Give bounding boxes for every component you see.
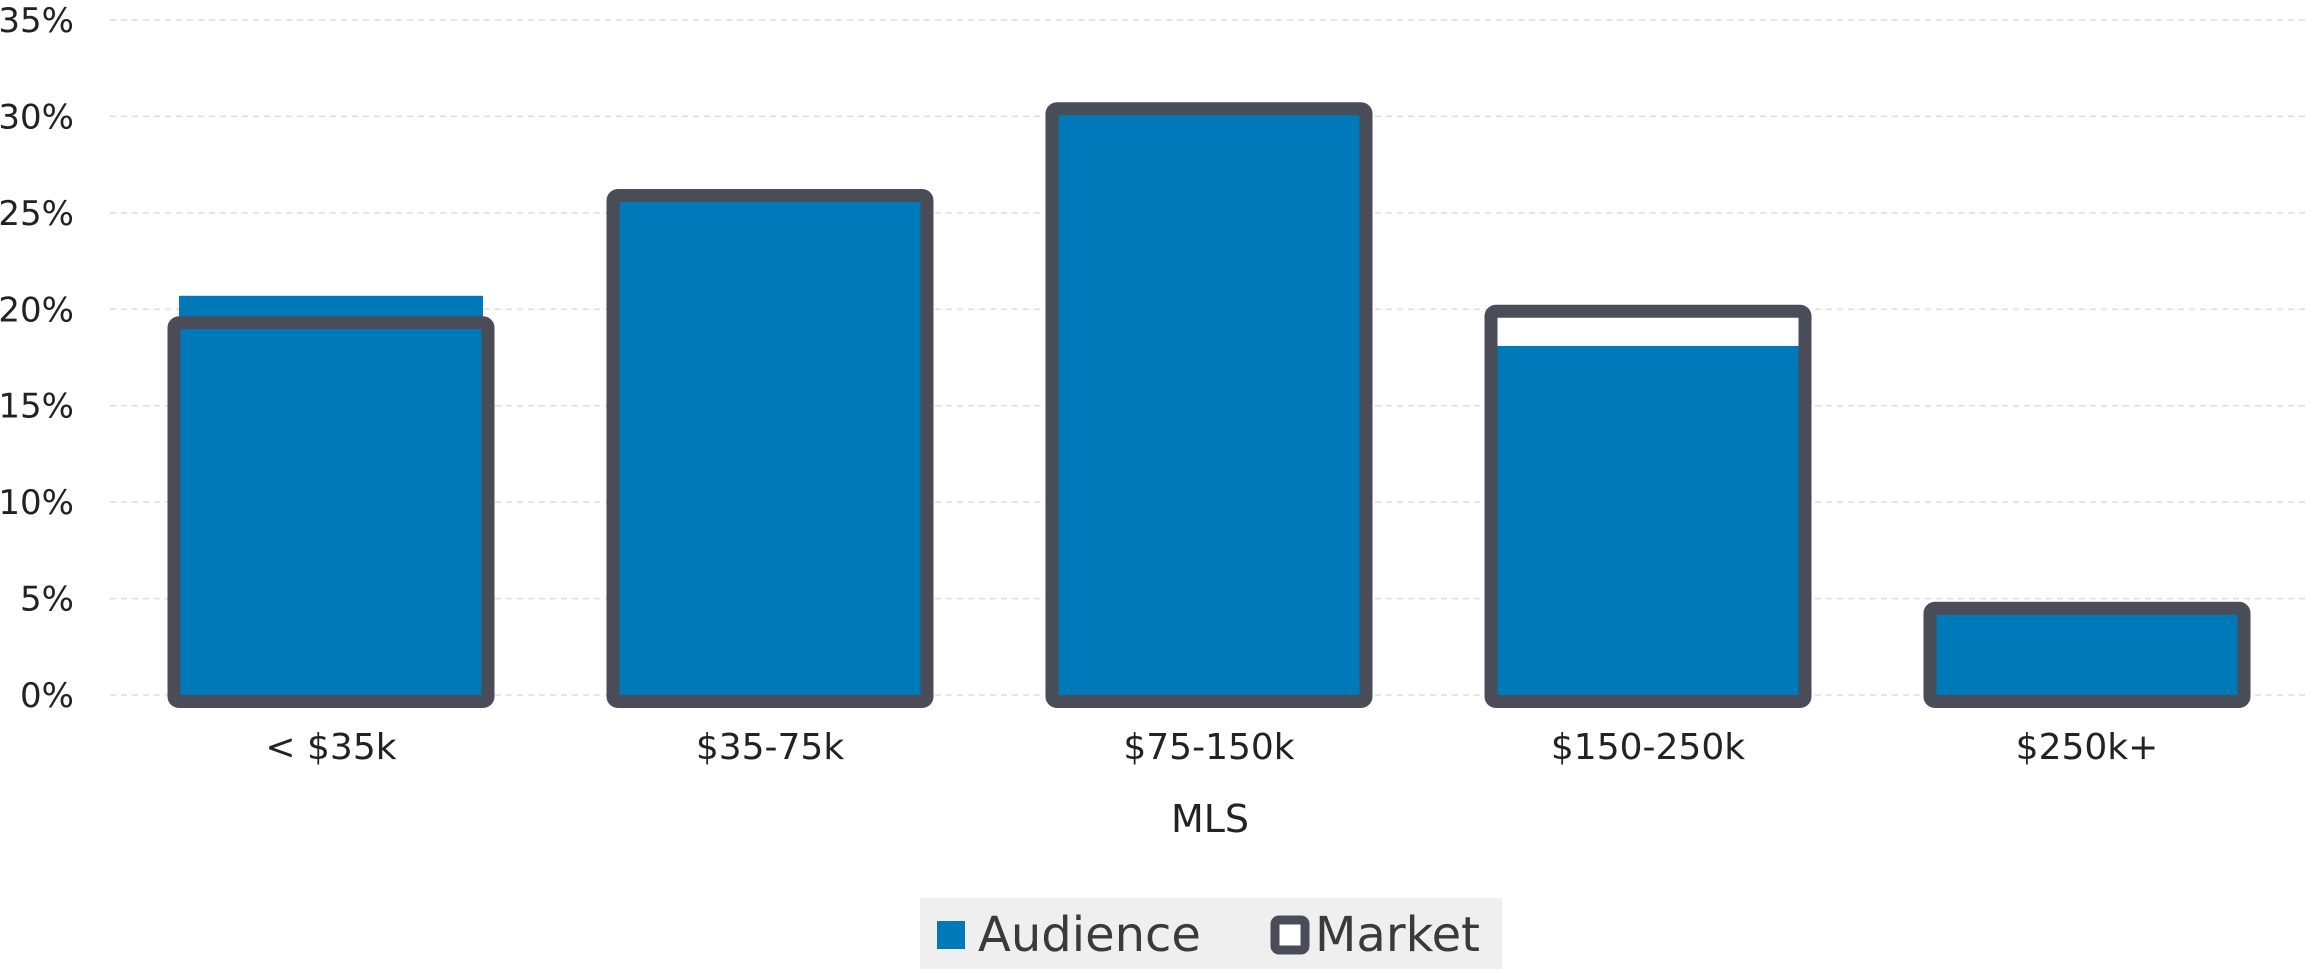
y-tick-label: 15%: [0, 387, 74, 427]
x-tick-label: $250k+: [2016, 727, 2159, 768]
y-tick-label: 35%: [0, 1, 74, 41]
bar-audience[interactable]: [1057, 112, 1361, 696]
y-tick-label: 20%: [0, 290, 74, 330]
bar-audience[interactable]: [1935, 612, 2239, 695]
y-tick-label: 30%: [0, 97, 74, 137]
y-tick-label: 25%: [0, 194, 74, 234]
x-tick-label: $35-75k: [696, 727, 845, 768]
bar-audience[interactable]: [179, 295, 483, 695]
x-tick-label: < $35k: [265, 727, 396, 768]
bar-market[interactable]: [1484, 304, 1812, 708]
y-tick-label: 5%: [20, 580, 74, 620]
x-axis-title: MLS: [1171, 797, 1249, 841]
x-tick-label: $75-150k: [1123, 727, 1294, 768]
legend-swatch-audience: [937, 921, 965, 949]
legend-label-audience[interactable]: Audience: [978, 907, 1201, 963]
y-axis-ticks: 0% 5% 10% 15% 20% 25% 30% 35%: [0, 1, 74, 716]
legend-swatch-market: [1270, 915, 1310, 955]
bar-market[interactable]: [167, 316, 495, 708]
bars: [167, 102, 2251, 709]
x-axis-labels: < $35k $35-75k $75-150k $150-250k $250k+: [265, 727, 2158, 768]
bar-market[interactable]: [606, 189, 934, 708]
bar-audience[interactable]: [618, 199, 922, 695]
bar-market[interactable]: [1045, 102, 1373, 708]
bar-market[interactable]: [1923, 601, 2251, 709]
x-tick-label: $150-250k: [1551, 727, 1745, 768]
bar-audience[interactable]: [1496, 345, 1800, 695]
y-tick-label: 0%: [20, 676, 74, 716]
legend-background: [920, 898, 1502, 969]
legend-label-market[interactable]: Market: [1315, 907, 1480, 963]
legend[interactable]: Audience Market: [920, 898, 1502, 969]
y-tick-label: 10%: [0, 483, 74, 523]
